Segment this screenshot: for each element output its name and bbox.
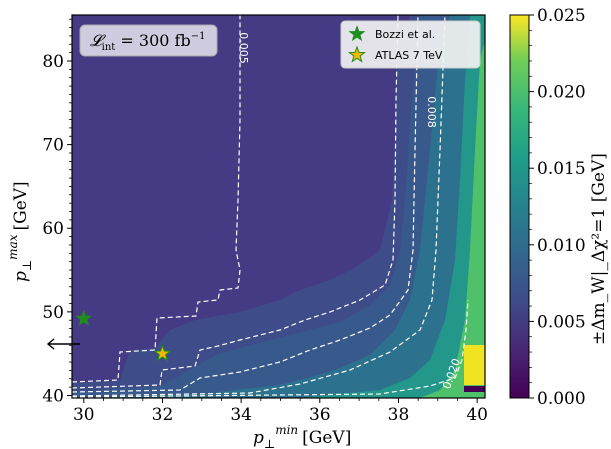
heatmap-region-yellow [464, 345, 485, 385]
y-tick-label: 80 [42, 52, 64, 72]
x-tick-label: 32 [152, 405, 174, 425]
heatmap-region-mid [72, 15, 485, 398]
legend-box [340, 20, 481, 69]
legend-label-bozzi: Bozzi et al. [375, 28, 435, 41]
x-tick-label: 40 [466, 405, 488, 425]
y-tick-label: 50 [42, 303, 64, 323]
marker-star-icon-atlas [153, 344, 172, 362]
colorbar-tick-label: 0.005 [537, 312, 586, 332]
y-axis: 40 50 60 70 80 [42, 18, 72, 406]
colorbar-tick-label: 0.015 [537, 159, 586, 179]
markers [46, 309, 172, 362]
contour-line-0005 [72, 15, 241, 383]
heatmap [72, 15, 485, 398]
x-tick-label: 30 [73, 405, 95, 425]
heatmap-region-lightgreen [420, 40, 485, 398]
plot-frame [71, 14, 486, 399]
colorbar-label: ±Δm_W|_Δχ²=1 [GeV] [589, 153, 609, 345]
luminosity-text: 𝓛int = 300 fb−1 [90, 31, 205, 53]
contour-line-0008 [72, 15, 419, 393]
colorbar-tick-label: 0.010 [537, 236, 586, 256]
contour-line-0006 [72, 15, 399, 389]
contour-line-0010 [72, 15, 446, 397]
x-axis: 30 32 34 36 38 40 [73, 398, 488, 425]
legend: Bozzi et al. ATLAS 7 TeV [340, 20, 481, 69]
colorbar-tick-label: 0.025 [537, 6, 586, 26]
colorbar: 0.000 0.005 0.010 0.015 0.020 0.025 ±Δm_W|_Δχ… [509, 6, 609, 409]
contours [72, 15, 469, 398]
contour-line-0020 [72, 299, 469, 398]
bozzi-arrow [46, 338, 80, 350]
colorbar-ticks: 0.000 0.005 0.010 0.015 0.020 0.025 [529, 6, 586, 409]
contour-label-0008: 0.008 [425, 96, 438, 128]
y-tick-label: 60 [42, 219, 64, 239]
luminosity-box [79, 24, 218, 57]
legend-star-icon-bozzi [348, 25, 366, 42]
x-tick-label: 34 [230, 405, 252, 425]
legend-star-icon-atlas [347, 45, 367, 63]
luminosity-annotation: 𝓛int = 300 fb−1 [79, 24, 218, 57]
contour-label-0005: 0.005 [237, 32, 250, 64]
x-tick-label: 36 [309, 405, 331, 425]
colorbar-gradient [509, 14, 530, 399]
y-tick-label: 70 [42, 136, 64, 156]
colorbar-tick-label: 0.000 [537, 389, 586, 409]
heatmap-region-purple [464, 386, 485, 392]
x-axis-label: p⊥min [GeV] [253, 423, 351, 449]
legend-label-atlas: ATLAS 7 TeV [375, 49, 443, 62]
colorbar-tick-label: 0.020 [537, 83, 586, 103]
x-tick-label: 38 [388, 405, 410, 425]
marker-star-icon-bozzi [75, 309, 93, 326]
y-tick-label: 40 [42, 386, 64, 406]
y-axis-label: p⊥max[GeV] [6, 181, 34, 282]
